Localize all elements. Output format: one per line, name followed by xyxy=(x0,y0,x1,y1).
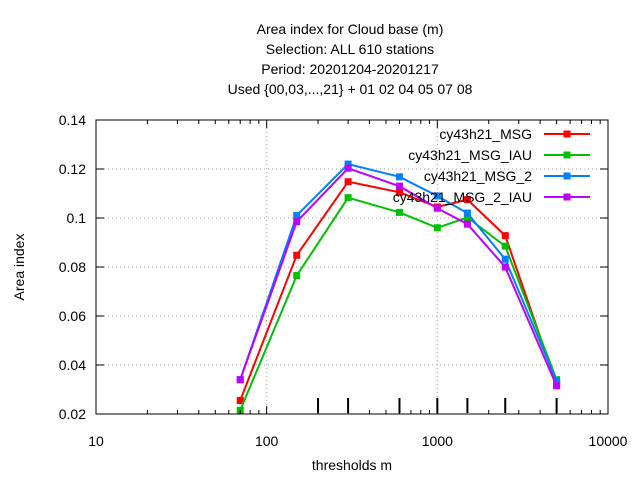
legend: cy43h21_MSG cy43h21_MSG_IAU cy43h21_MSG_2c… xyxy=(393,126,590,205)
data-point xyxy=(293,218,301,226)
y-tick-label: 0.1 xyxy=(67,210,87,226)
data-point xyxy=(344,178,352,186)
legend-marker xyxy=(563,193,571,201)
x-tick-label: 1000 xyxy=(422,433,453,449)
y-tick-label: 0.02 xyxy=(59,406,86,422)
series-line xyxy=(239,196,558,411)
axis-ticks: 0.02 0.04 0.06 0.08 0.1 0.12 0.14 10 100 1000 1000… xyxy=(59,112,628,449)
x-tick-label: 10000 xyxy=(589,433,628,449)
legend-marker xyxy=(563,151,571,159)
data-point xyxy=(293,251,301,259)
data-point xyxy=(395,188,403,196)
title-line-0: Area index for Cloud base (m) xyxy=(257,21,444,37)
data-point xyxy=(463,209,471,217)
data-point xyxy=(395,182,403,190)
title-line-2: Period: 20201204-20201217 xyxy=(261,61,439,77)
data-point xyxy=(433,204,441,212)
legend-marker xyxy=(563,172,571,180)
series-cy43h21_MSG_2_IAU xyxy=(236,164,561,390)
data-point xyxy=(236,397,244,405)
series-group xyxy=(236,160,561,414)
data-point xyxy=(463,196,471,204)
data-point xyxy=(433,224,441,232)
data-point xyxy=(395,208,403,216)
series-line xyxy=(239,167,558,387)
legend-label: cy43h21_MSG_IAU xyxy=(408,147,532,163)
data-point xyxy=(433,192,441,200)
series-line xyxy=(239,162,558,382)
series-line xyxy=(239,180,558,401)
series-cy43h21_MSG_2 xyxy=(236,160,561,385)
data-point xyxy=(463,220,471,228)
x-tick-label: 10 xyxy=(88,433,104,449)
y-tick-label: 0.06 xyxy=(59,308,86,324)
data-point xyxy=(553,382,561,390)
data-point xyxy=(501,242,509,250)
legend-marker xyxy=(563,130,571,138)
data-point xyxy=(463,214,471,222)
legend-label: cy43h21_MSG_2_IAU xyxy=(393,189,532,205)
data-point xyxy=(344,164,352,172)
y-tick-label: 0.14 xyxy=(59,112,86,128)
data-point xyxy=(395,173,403,181)
data-point xyxy=(501,255,509,263)
x-tick-label: 100 xyxy=(255,433,279,449)
data-point xyxy=(293,212,301,220)
data-point xyxy=(501,263,509,271)
chart-title: Area index for Cloud base (m) Selection: … xyxy=(228,21,473,97)
y-tick-label: 0.04 xyxy=(59,357,86,373)
y-tick-label: 0.12 xyxy=(59,161,86,177)
data-point xyxy=(236,376,244,384)
data-point xyxy=(501,232,509,240)
y-axis-label: Area index xyxy=(11,234,27,301)
data-point xyxy=(344,160,352,168)
y-tick-label: 0.08 xyxy=(59,259,86,275)
data-point xyxy=(553,377,561,385)
x-axis-label: thresholds m xyxy=(312,457,392,473)
data-point xyxy=(293,272,301,280)
data-point xyxy=(344,194,352,202)
title-line-1: Selection: ALL 610 stations xyxy=(266,41,434,57)
series-cy43h21_MSG_IAU xyxy=(236,194,561,414)
legend-label: cy43h21_MSG_2 xyxy=(424,168,532,184)
title-line-3: Used {00,03,...,21} + 01 02 04 05 07 08 xyxy=(228,81,473,97)
legend-label: cy43h21_MSG xyxy=(439,126,532,142)
